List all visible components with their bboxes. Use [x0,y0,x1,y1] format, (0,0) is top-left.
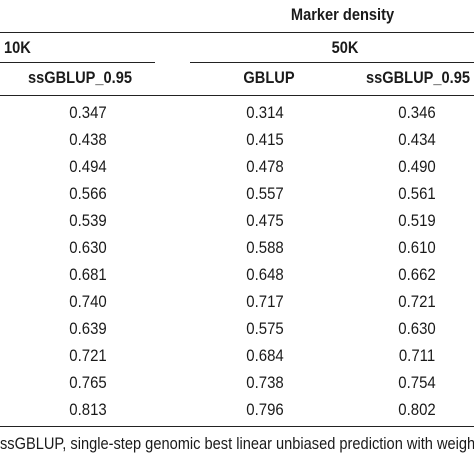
cell: 0.434 [398,130,436,149]
cell: 0.754 [398,373,436,392]
cell: 0.561 [398,184,436,203]
cell: 0.721 [398,292,436,311]
cell: 0.796 [246,400,284,419]
cell: 0.711 [398,346,436,365]
cell: 0.648 [246,265,284,284]
cell: 0.438 [69,130,107,149]
cell: 0.630 [69,238,107,257]
spanner-rule [0,32,474,33]
cell: 0.557 [246,184,284,203]
cell: 0.539 [69,211,107,230]
cell: 0.415 [246,130,284,149]
cell: 0.588 [246,238,284,257]
group-rule-50k [190,62,474,63]
cell: 0.740 [69,292,107,311]
cell: 0.346 [398,103,436,122]
cell: 0.490 [398,157,436,176]
group-rule-10k [0,62,155,63]
cell: 0.478 [246,157,284,176]
spanner-header: Marker density [290,5,395,24]
cell: 0.802 [398,400,436,419]
cell: 0.519 [398,211,436,230]
group-header-50k: 50K [331,38,359,57]
cell: 0.813 [69,400,107,419]
cell: 0.347 [69,103,107,122]
cell: 0.575 [246,319,284,338]
cell: 0.494 [69,157,107,176]
column-header-ssgblup-50k: ssGBLUP_0.95 [365,68,471,87]
cell: 0.610 [398,238,436,257]
column-header-gblup-50k: GBLUP [243,68,295,87]
cell: 0.566 [69,184,107,203]
cell: 0.738 [246,373,284,392]
cell: 0.717 [246,292,284,311]
table-bottom-rule [0,426,474,427]
column-header-ssgblup-10k: ssGBLUP_0.95 [27,68,133,87]
cell: 0.684 [246,346,284,365]
cell: 0.475 [246,211,284,230]
footnote: ssGBLUP, single-step genomic best linear… [0,434,474,453]
cell: 0.765 [69,373,107,392]
header-bottom-rule [0,95,474,96]
cell: 0.662 [398,265,436,284]
group-header-10k: 10K [4,38,31,57]
cell: 0.314 [246,103,284,122]
cell: 0.721 [69,346,107,365]
cell: 0.681 [69,265,107,284]
cell: 0.630 [398,319,436,338]
cell: 0.639 [69,319,107,338]
